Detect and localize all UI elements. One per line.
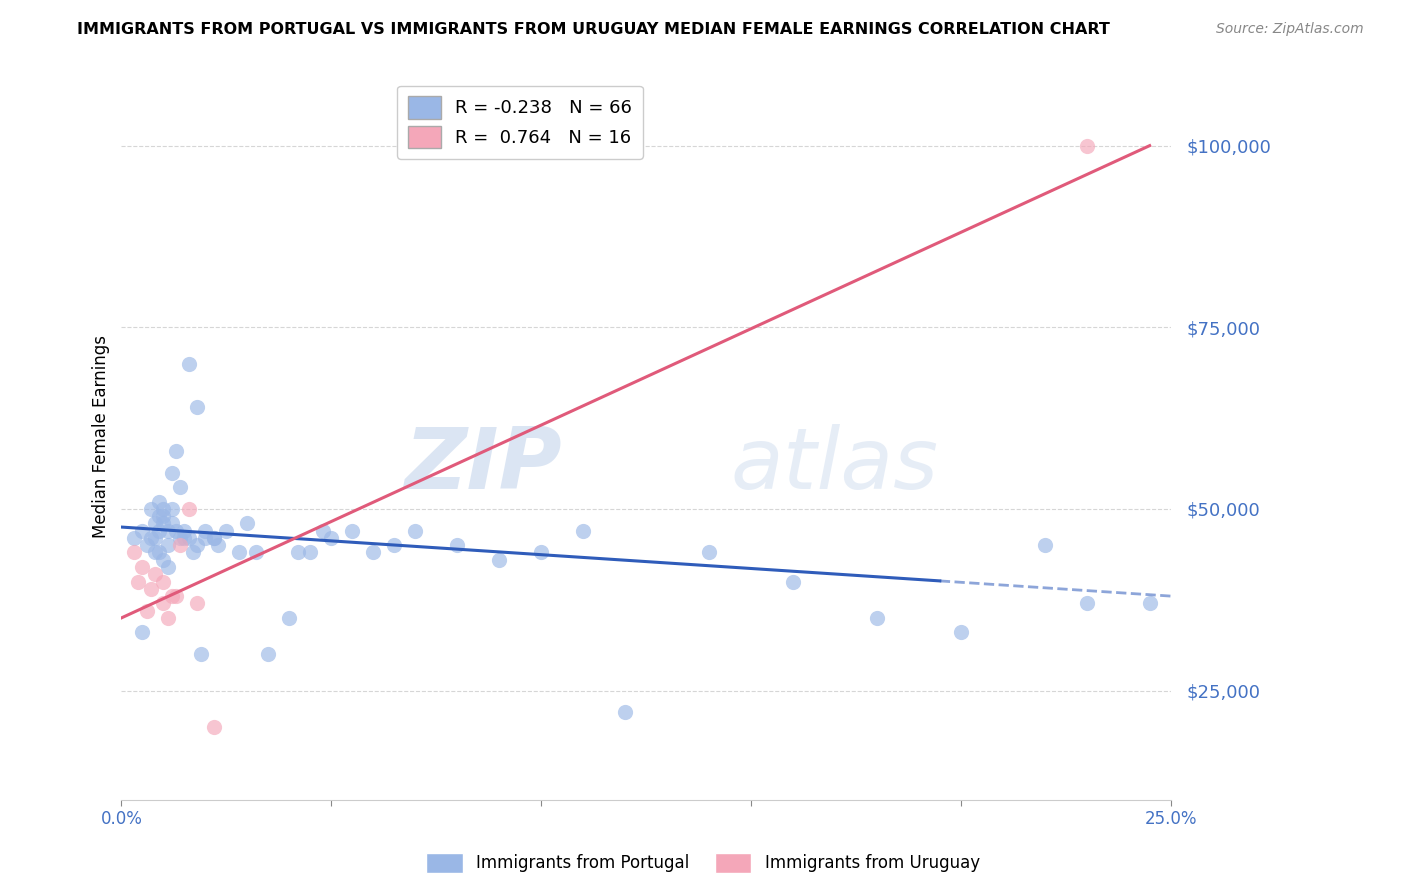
Point: [614, 706, 637, 720]
Point: [148, 509, 170, 524]
Point: [156, 611, 179, 625]
Text: atlas: atlas: [730, 424, 938, 507]
Point: [169, 538, 191, 552]
Point: [165, 589, 187, 603]
Point: [186, 400, 208, 414]
Point: [148, 545, 170, 559]
Point: [135, 604, 157, 618]
Point: [131, 625, 153, 640]
Point: [361, 545, 384, 559]
Point: [446, 538, 468, 552]
Point: [1076, 596, 1098, 610]
Point: [143, 516, 166, 531]
Point: [139, 531, 162, 545]
Point: [177, 357, 200, 371]
Point: [321, 531, 343, 545]
Point: [152, 553, 174, 567]
Point: [228, 545, 250, 559]
Point: [697, 545, 720, 559]
Point: [152, 502, 174, 516]
Point: [143, 567, 166, 582]
Point: [202, 720, 225, 734]
Point: [215, 524, 238, 538]
Point: [131, 560, 153, 574]
Point: [1076, 138, 1098, 153]
Point: [143, 545, 166, 559]
Point: [160, 502, 183, 516]
Point: [186, 538, 208, 552]
Point: [169, 480, 191, 494]
Point: [177, 531, 200, 545]
Text: IMMIGRANTS FROM PORTUGAL VS IMMIGRANTS FROM URUGUAY MEDIAN FEMALE EARNINGS CORRE: IMMIGRANTS FROM PORTUGAL VS IMMIGRANTS F…: [77, 22, 1111, 37]
Point: [181, 545, 204, 559]
Y-axis label: Median Female Earnings: Median Female Earnings: [93, 334, 110, 538]
Point: [202, 531, 225, 545]
Point: [949, 625, 972, 640]
Point: [169, 531, 191, 545]
Point: [782, 574, 804, 589]
Point: [1033, 538, 1056, 552]
Point: [165, 443, 187, 458]
Point: [202, 531, 225, 545]
Point: [207, 538, 229, 552]
Point: [194, 531, 217, 545]
Point: [245, 545, 267, 559]
Legend: Immigrants from Portugal, Immigrants from Uruguay: Immigrants from Portugal, Immigrants fro…: [419, 847, 987, 880]
Point: [257, 647, 280, 661]
Point: [156, 538, 179, 552]
Point: [278, 611, 301, 625]
Point: [139, 582, 162, 596]
Point: [122, 545, 145, 559]
Point: [173, 524, 195, 538]
Point: [160, 466, 183, 480]
Point: [194, 524, 217, 538]
Point: [139, 502, 162, 516]
Point: [866, 611, 889, 625]
Point: [152, 509, 174, 524]
Point: [148, 524, 170, 538]
Point: [190, 647, 212, 661]
Point: [404, 524, 426, 538]
Point: [186, 596, 208, 610]
Point: [152, 516, 174, 531]
Point: [143, 531, 166, 545]
Point: [173, 531, 195, 545]
Point: [127, 574, 149, 589]
Text: Source: ZipAtlas.com: Source: ZipAtlas.com: [1216, 22, 1364, 37]
Point: [342, 524, 364, 538]
Point: [131, 524, 153, 538]
Legend: R = -0.238   N = 66, R =  0.764   N = 16: R = -0.238 N = 66, R = 0.764 N = 16: [398, 86, 643, 159]
Point: [572, 524, 595, 538]
Point: [148, 494, 170, 508]
Point: [160, 589, 183, 603]
Point: [160, 516, 183, 531]
Point: [152, 596, 174, 610]
Point: [135, 538, 157, 552]
Point: [1139, 596, 1161, 610]
Point: [165, 524, 187, 538]
Point: [299, 545, 322, 559]
Point: [488, 553, 510, 567]
Point: [530, 545, 553, 559]
Point: [382, 538, 405, 552]
Point: [156, 524, 179, 538]
Point: [177, 502, 200, 516]
Point: [236, 516, 259, 531]
Point: [152, 574, 174, 589]
Point: [156, 560, 179, 574]
Text: ZIP: ZIP: [405, 424, 562, 507]
Point: [312, 524, 335, 538]
Point: [287, 545, 309, 559]
Point: [122, 531, 145, 545]
